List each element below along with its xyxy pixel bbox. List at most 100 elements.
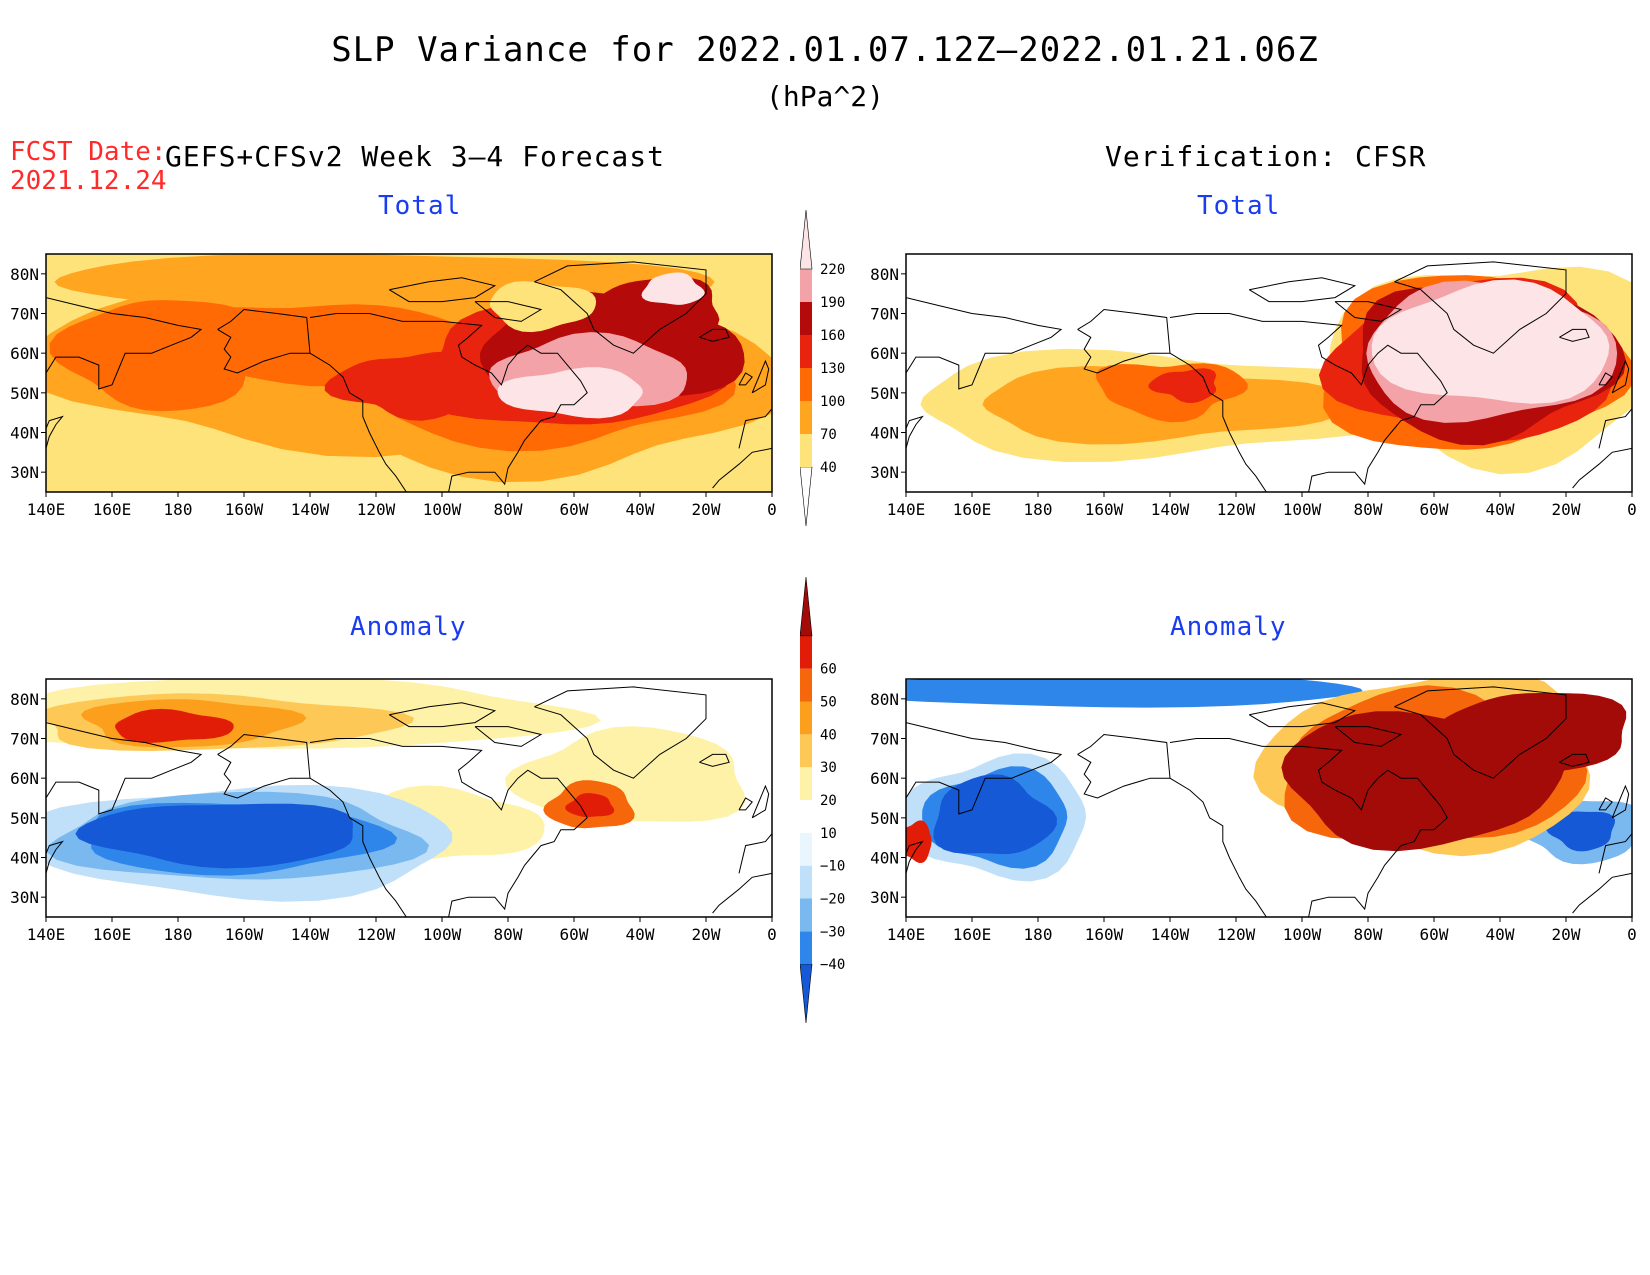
lon-tick-label: 140W xyxy=(1151,925,1190,944)
lon-tick-label: 140W xyxy=(291,925,330,944)
colorbar-level-label: 130 xyxy=(820,361,845,377)
lon-tick-label: 100W xyxy=(423,925,462,944)
lat-tick-label: 60N xyxy=(10,344,39,363)
lon-tick-label: 40W xyxy=(1486,925,1515,944)
lon-tick-label: 180 xyxy=(1024,500,1053,519)
lat-tick-label: 50N xyxy=(870,384,899,403)
lon-tick-label: 180 xyxy=(1024,925,1053,944)
lon-tick-label: 80W xyxy=(494,500,523,519)
colorbar-level-label: 220 xyxy=(820,262,845,278)
lon-tick-label: 40W xyxy=(626,925,655,944)
coastlines xyxy=(906,686,1632,917)
lon-tick-label: 140W xyxy=(1151,500,1190,519)
map-verification-anomaly: 80N 70N 60N 50N 40N 30N 140E 160E 180 160W 140W 120… xyxy=(860,675,1650,955)
field-shading xyxy=(906,254,1632,492)
lat-tick-label: 80N xyxy=(870,690,899,709)
coastlines xyxy=(46,261,772,492)
verification-column-title: Verification: CFSR xyxy=(1105,140,1427,173)
colorbar-level-label: 160 xyxy=(820,328,845,344)
colorbar-level-label: 50 xyxy=(820,695,837,711)
map-verification-total: 80N 70N 60N 50N 40N 30N 140E 160E 180 160W 140W 120… xyxy=(860,250,1650,530)
forecast-column-title: GEFS+CFSv2 Week 3–4 Forecast xyxy=(165,140,666,173)
lat-tick-label: 50N xyxy=(870,809,899,828)
map-forecast-total: 80N 70N 60N 50N 40N 30N 140E 160E 180 160W 140W 120… xyxy=(0,250,790,530)
lon-tick-label: 160E xyxy=(93,925,132,944)
lon-tick-label: 100W xyxy=(1283,925,1322,944)
lon-tick-label: 120W xyxy=(1217,925,1256,944)
lat-tick-label: 80N xyxy=(10,690,39,709)
lat-tick-label: 60N xyxy=(870,344,899,363)
subtitle-forecast-anomaly: Anomaly xyxy=(350,612,467,642)
subtitle-verification-total: Total xyxy=(1197,191,1281,221)
lon-tick-label: 100W xyxy=(423,500,462,519)
lon-tick-label: 120W xyxy=(1217,500,1256,519)
lon-tick-label: 180 xyxy=(164,925,193,944)
lon-tick-label: 80W xyxy=(1354,925,1383,944)
forecast-date-label: FCST Date: xyxy=(10,137,167,167)
coastlines xyxy=(906,261,1632,492)
lat-tick-label: 70N xyxy=(10,730,39,749)
lon-tick-label: 140E xyxy=(27,925,66,944)
lon-tick-label: 140E xyxy=(887,500,926,519)
lon-tick-label: 160E xyxy=(953,925,992,944)
figure-title: SLP Variance for 2022.01.07.12Z–2022.01.… xyxy=(331,30,1319,70)
coastlines xyxy=(46,686,772,917)
colorbar-level-label: −30 xyxy=(820,924,845,940)
subtitle-verification-anomaly: Anomaly xyxy=(1170,612,1287,642)
colorbar-level-label: 70 xyxy=(820,427,837,443)
lon-tick-label: 80W xyxy=(494,925,523,944)
lat-tick-label: 40N xyxy=(870,424,899,443)
lon-tick-label: 20W xyxy=(1552,925,1581,944)
lon-tick-label: 140E xyxy=(887,925,926,944)
figure-units: (hPa^2) xyxy=(765,80,884,113)
lon-tick-label: 160W xyxy=(225,500,264,519)
lon-tick-label: 40W xyxy=(1486,500,1515,519)
lon-tick-label: 160W xyxy=(1085,500,1124,519)
lon-tick-label: 140W xyxy=(291,500,330,519)
lon-tick-label: 0 xyxy=(767,500,777,519)
lon-tick-label: 160W xyxy=(1085,925,1124,944)
colorbar-level-label: −10 xyxy=(820,859,845,875)
lat-tick-label: 50N xyxy=(10,384,39,403)
lon-tick-label: 0 xyxy=(1627,925,1637,944)
lat-tick-label: 40N xyxy=(10,424,39,443)
colorbar-level-label: 10 xyxy=(820,826,837,842)
colorbar-level-label: −40 xyxy=(820,957,845,973)
colorbar-level-label: 30 xyxy=(820,760,837,776)
lon-tick-label: 160E xyxy=(953,500,992,519)
lat-tick-label: 70N xyxy=(870,305,899,324)
lon-tick-label: 20W xyxy=(692,500,721,519)
lon-tick-label: 80W xyxy=(1354,500,1383,519)
lon-tick-label: 0 xyxy=(767,925,777,944)
colorbar-level-label: 20 xyxy=(820,793,837,809)
lon-tick-label: 120W xyxy=(357,925,396,944)
field-shading xyxy=(46,254,772,492)
colorbar-level-label: 100 xyxy=(820,394,845,410)
forecast-date-value: 2021.12.24 xyxy=(10,166,167,196)
lon-tick-label: 0 xyxy=(1627,500,1637,519)
lat-tick-label: 40N xyxy=(870,849,899,868)
map-forecast-anomaly: 80N 70N 60N 50N 40N 30N 140E 160E 180 160W 140W 120… xyxy=(0,675,790,955)
lon-tick-label: 60W xyxy=(1420,925,1449,944)
lon-tick-label: 140E xyxy=(27,500,66,519)
colorbar-level-label: 40 xyxy=(820,460,837,476)
lon-tick-label: 60W xyxy=(1420,500,1449,519)
lat-tick-label: 30N xyxy=(870,463,899,482)
lon-tick-label: 60W xyxy=(560,500,589,519)
colorbar-level-label: 60 xyxy=(820,662,837,678)
colorbar-anomaly: −40 −30 −20 −10 10 20 30 40 50 60 xyxy=(799,575,880,1025)
colorbar-level-label: 40 xyxy=(820,727,837,743)
lat-tick-label: 60N xyxy=(10,769,39,788)
colorbar-level-label: −20 xyxy=(820,892,845,908)
lon-tick-label: 20W xyxy=(1552,500,1581,519)
lat-tick-label: 30N xyxy=(10,888,39,907)
lat-tick-label: 30N xyxy=(870,888,899,907)
lat-tick-label: 80N xyxy=(10,265,39,284)
lon-tick-label: 120W xyxy=(357,500,396,519)
lat-tick-label: 60N xyxy=(870,769,899,788)
lon-tick-label: 100W xyxy=(1283,500,1322,519)
lon-tick-label: 40W xyxy=(626,500,655,519)
lat-tick-label: 30N xyxy=(10,463,39,482)
colorbar-total: 40 70 100 130 160 190 220 xyxy=(799,208,880,528)
lon-tick-label: 180 xyxy=(164,500,193,519)
